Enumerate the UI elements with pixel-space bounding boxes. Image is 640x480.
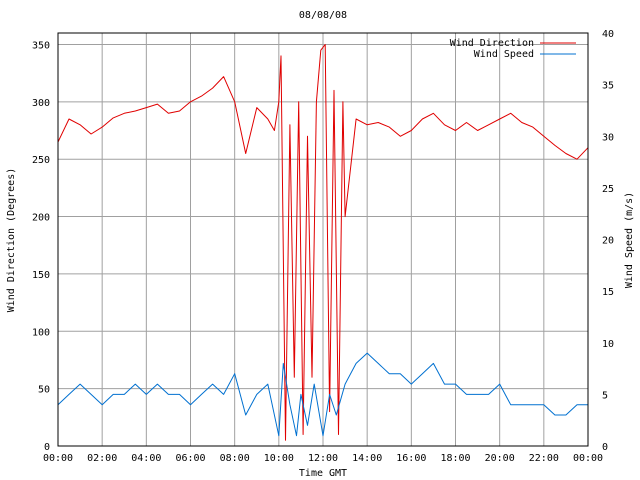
y-right-tick-label: 0 [602, 442, 608, 453]
y-right-tick-label: 15 [602, 287, 614, 298]
y-left-tick-label: 100 [32, 327, 50, 338]
y-right-tick-label: 40 [602, 29, 614, 40]
legend-label-direction: Wind Direction [450, 38, 534, 49]
x-tick-label: 20:00 [485, 453, 515, 464]
x-tick-label: 02:00 [87, 453, 117, 464]
y-axis-label-right: Wind Speed (m/s) [624, 192, 635, 288]
y-right-tick-label: 10 [602, 339, 614, 350]
y-left-tick-label: 200 [32, 213, 50, 224]
x-tick-label: 12:00 [308, 453, 338, 464]
y-right-tick-label: 25 [602, 184, 614, 195]
chart-title: 08/08/08 [299, 10, 347, 21]
x-tick-label: 06:00 [175, 453, 205, 464]
y-left-tick-label: 150 [32, 270, 50, 281]
x-axis-label: Time GMT [299, 468, 347, 479]
x-tick-label: 08:00 [220, 453, 250, 464]
x-tick-label: 10:00 [264, 453, 294, 464]
y-axis-label-left: Wind Direction (Degrees) [6, 168, 17, 313]
series-line-wind-speed [57, 352, 588, 437]
y-left-tick-label: 300 [32, 98, 50, 109]
y-left-tick-label: 0 [44, 442, 50, 453]
x-tick-label: 14:00 [352, 453, 382, 464]
x-tick-label: 22:00 [529, 453, 559, 464]
plot-frame [57, 32, 589, 447]
x-tick-label: 16:00 [396, 453, 426, 464]
x-tick-label: 04:00 [131, 453, 161, 464]
y-right-tick-label: 30 [602, 132, 614, 143]
y-left-tick-label: 350 [32, 40, 50, 51]
legend: Wind Direction Wind Speed [450, 38, 576, 60]
y-left-tick-label: 250 [32, 155, 50, 166]
y-right-tick-label: 35 [602, 81, 614, 92]
x-tick-label: 18:00 [440, 453, 470, 464]
x-tick-label: 00:00 [43, 453, 73, 464]
legend-label-speed: Wind Speed [474, 49, 534, 60]
y-right-tick-label: 5 [602, 390, 608, 401]
series-layer [57, 44, 589, 441]
y-right-tick-label: 20 [602, 236, 614, 247]
y-left-tick-label: 50 [38, 385, 50, 396]
x-tick-label: 00:00 [573, 453, 603, 464]
series-line-wind-direction [57, 44, 589, 441]
tick-labels: 00:00 02:00 04:00 06:00 08:00 10:00 12:00 14:00… [32, 29, 614, 464]
